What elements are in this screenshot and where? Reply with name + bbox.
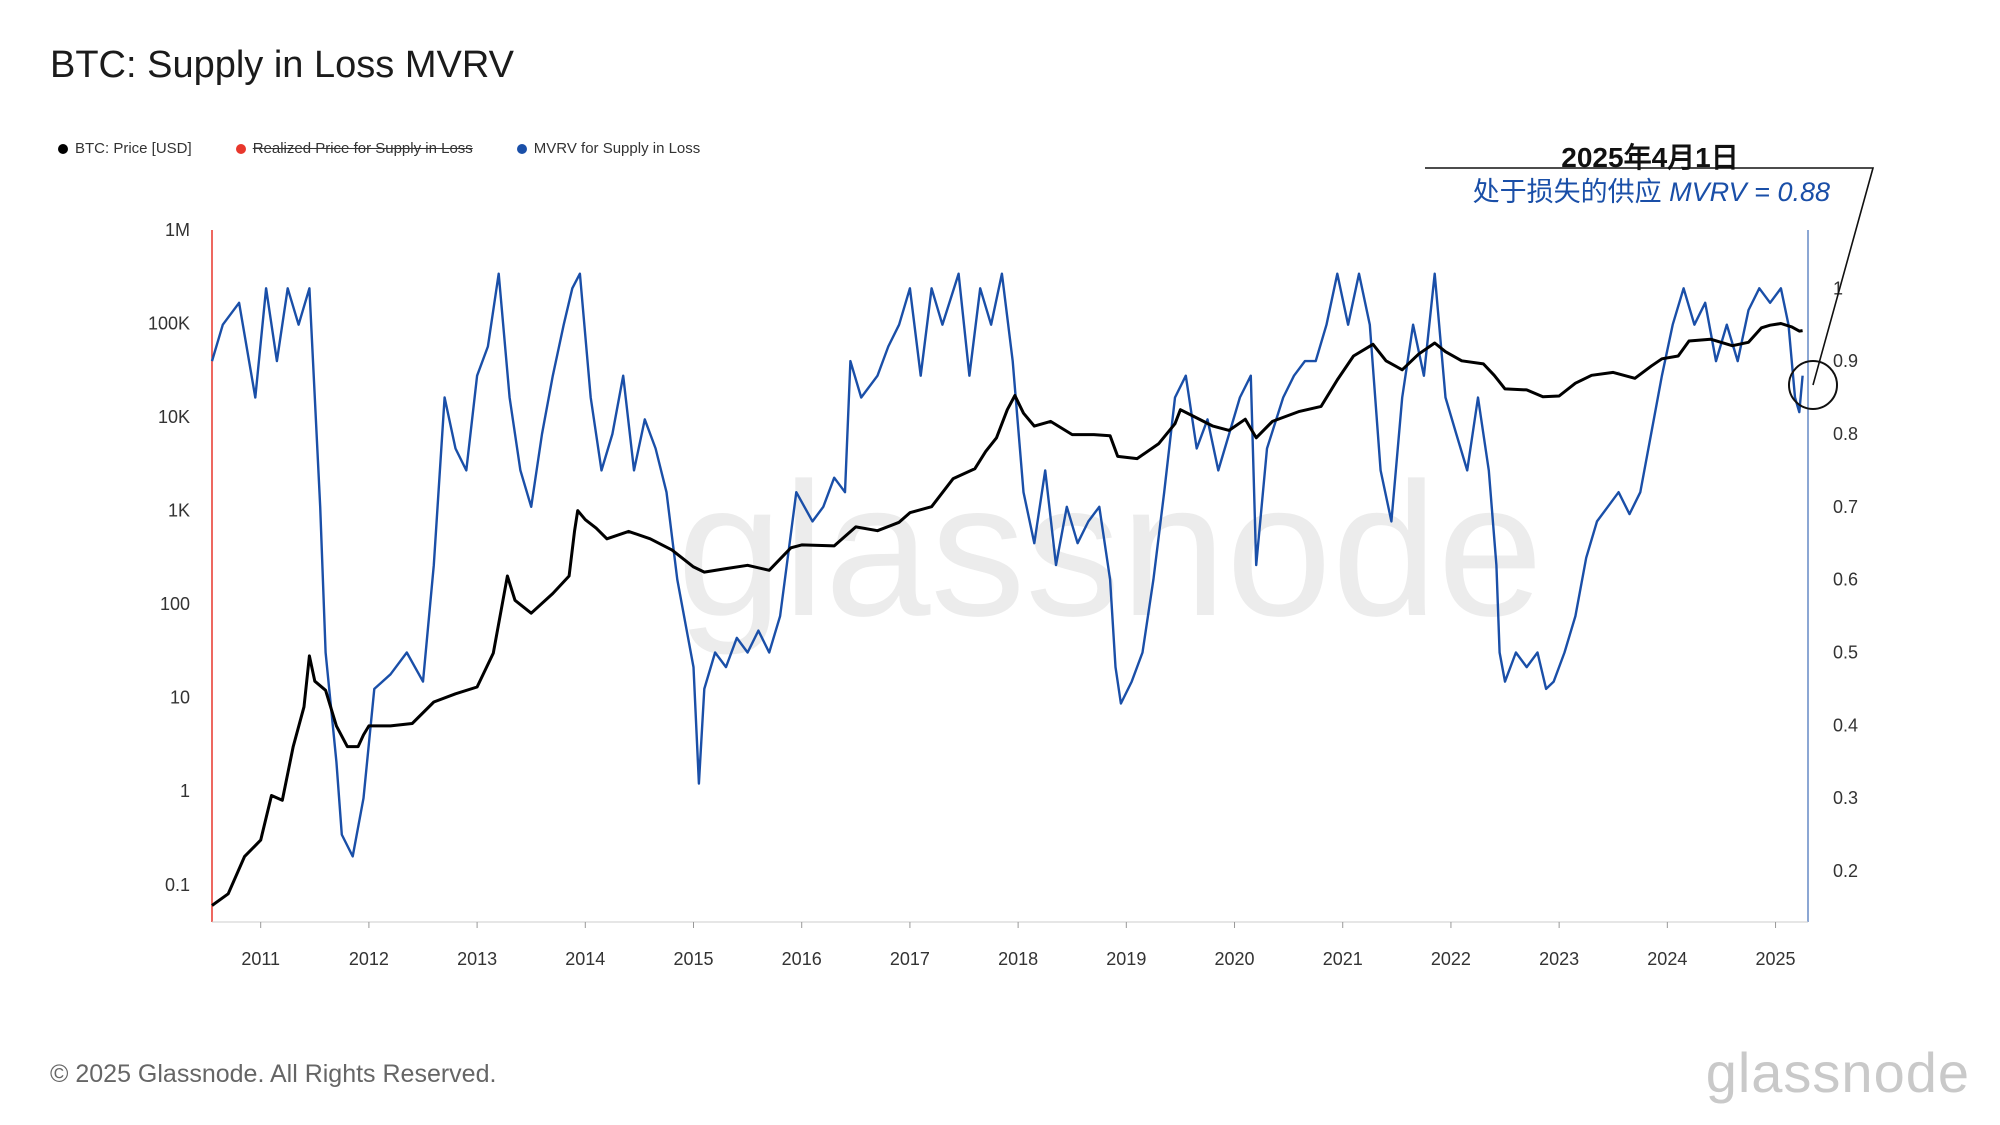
left-axis-ticks: 0.1 1 10 100 1K 10K 100K 1M bbox=[148, 220, 190, 895]
right-tick-label: 0.3 bbox=[1833, 788, 1858, 808]
right-tick-label: 1 bbox=[1833, 278, 1843, 298]
legend: BTC: Price [USD] Realized Price for Supp… bbox=[58, 140, 700, 157]
x-tick-label: 2012 bbox=[349, 949, 389, 969]
legend-dot-realized-price bbox=[235, 143, 246, 154]
x-tick-label: 2022 bbox=[1431, 949, 1471, 969]
left-tick-label: 10 bbox=[170, 688, 190, 708]
watermark: glassnode bbox=[677, 444, 1543, 656]
x-tick-label: 2015 bbox=[673, 949, 713, 969]
annotation-circle bbox=[1788, 360, 1838, 410]
annotation-value: 处于损失的供应 MVRV = 0.88 bbox=[1380, 170, 1830, 209]
legend-item-realized-price[interactable]: Realized Price for Supply in Loss bbox=[235, 140, 473, 157]
series-mvrv-line bbox=[210, 272, 1804, 858]
x-tick-label: 2013 bbox=[457, 949, 497, 969]
copyright: © 2025 Glassnode. All Rights Reserved. bbox=[50, 1060, 497, 1088]
left-tick-label: 1 bbox=[180, 781, 190, 801]
left-tick-label: 0.1 bbox=[165, 875, 190, 895]
x-tick-label: 2011 bbox=[241, 949, 280, 969]
right-tick-label: 0.4 bbox=[1833, 715, 1858, 735]
right-tick-label: 0.2 bbox=[1833, 861, 1858, 881]
x-tick-label: 2016 bbox=[782, 949, 822, 969]
x-tick-label: 2025 bbox=[1756, 949, 1796, 969]
x-tick-label: 2014 bbox=[565, 949, 605, 969]
left-tick-label: 10K bbox=[158, 407, 190, 427]
x-tick-label: 2018 bbox=[998, 949, 1038, 969]
annotation-label: 处于损失的供应 bbox=[1472, 177, 1662, 207]
right-axis-ticks: 0.2 0.3 0.4 0.5 0.6 0.7 0.8 0.9 1 bbox=[1833, 278, 1858, 881]
x-tick-label: 2020 bbox=[1214, 949, 1254, 969]
x-tick-label: 2021 bbox=[1323, 949, 1363, 969]
legend-label-realized-price: Realized Price for Supply in Loss bbox=[252, 140, 473, 157]
legend-dot-mvrv bbox=[516, 143, 527, 154]
chart-title: BTC: Supply in Loss MVRV bbox=[50, 44, 514, 86]
right-tick-label: 0.9 bbox=[1833, 351, 1858, 371]
left-tick-label: 100K bbox=[148, 314, 190, 334]
left-tick-label: 1M bbox=[165, 220, 190, 240]
brand-logo: glassnode bbox=[1705, 1041, 1970, 1104]
legend-item-price[interactable]: BTC: Price [USD] bbox=[58, 140, 192, 157]
x-tick-label: 2024 bbox=[1647, 949, 1687, 969]
x-tick-label: 2017 bbox=[890, 949, 930, 969]
right-tick-label: 0.8 bbox=[1833, 424, 1858, 444]
series-price-line bbox=[211, 322, 1803, 907]
legend-label-price: BTC: Price [USD] bbox=[75, 140, 192, 157]
legend-item-mvrv[interactable]: MVRV for Supply in Loss bbox=[516, 140, 701, 157]
x-axis-ticks: 2011 2012 2013 2014 2015 2016 2017 2018 2019 2020… bbox=[241, 922, 1796, 969]
right-tick-label: 0.7 bbox=[1833, 497, 1858, 517]
legend-label-mvrv: MVRV for Supply in Loss bbox=[533, 140, 701, 157]
legend-dot-price bbox=[58, 143, 68, 154]
right-tick-label: 0.6 bbox=[1833, 570, 1858, 590]
right-tick-label: 0.5 bbox=[1833, 642, 1858, 662]
left-tick-label: 1K bbox=[168, 501, 190, 521]
x-tick-label: 2023 bbox=[1539, 949, 1579, 969]
annotation-leader-line bbox=[1425, 167, 1875, 386]
left-tick-label: 100 bbox=[160, 594, 190, 614]
annotation-mvrv-value: MVRV = 0.88 bbox=[1669, 177, 1830, 207]
x-tick-label: 2019 bbox=[1106, 949, 1146, 969]
